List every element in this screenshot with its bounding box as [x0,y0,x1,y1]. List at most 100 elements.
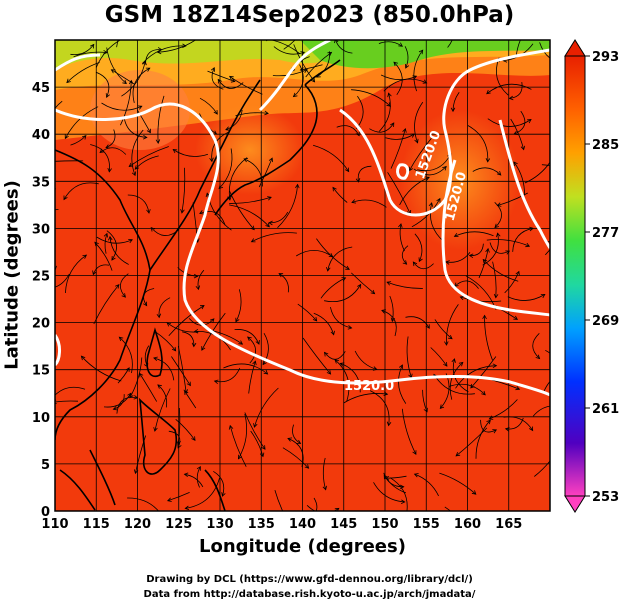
geopotential-contours [55,40,550,397]
y-tick-label: 0 [41,505,50,520]
streamline-arrowhead [540,293,546,299]
streamline [132,67,150,103]
streamline [155,331,177,352]
streamline [399,223,405,252]
streamline-arrowhead [228,424,234,430]
streamline-arrowhead [143,301,148,307]
streamline [235,289,242,322]
streamline [277,184,298,228]
x-axis-ticks: 110 115 120 125 130 135 140 145 150 155 160 165 [41,517,522,532]
streamline-arrowhead [535,354,541,360]
streamline [406,336,412,378]
streamline-arrowhead [496,232,501,238]
streamline [139,373,158,402]
streamline-arrowhead [323,351,329,357]
streamline-arrowhead [312,316,318,322]
warm-region-japan [195,105,305,195]
streamline-arrowhead [557,446,560,450]
streamline-arrowhead [263,370,269,375]
streamline [117,367,130,384]
x-tick-label: 110 [41,517,68,532]
streamline [489,242,510,254]
streamline [211,67,224,90]
streamline [168,305,205,337]
streamline-arrowhead [243,158,249,163]
streamline-arrowhead [182,43,187,49]
streamline [380,74,417,81]
streamline-arrowhead [386,421,392,427]
streamline-arrowhead [494,223,500,229]
streamline [157,384,168,408]
y-tick-label: 5 [41,458,50,473]
streamline [378,93,391,132]
streamline [238,413,248,459]
streamline-arrowhead [402,260,408,265]
streamline-arrowhead [199,210,204,215]
streamline-arrowhead [513,315,519,320]
streamline [413,166,447,176]
streamline-arrowhead [387,92,392,98]
streamline-arrowhead [439,404,445,410]
streamline-arrowhead [105,144,111,149]
y-tick-label: 10 [32,411,50,426]
streamline [282,447,309,469]
streamline [305,52,332,78]
streamline [116,40,119,48]
streamline [106,47,127,84]
streamline-arrowhead [32,289,36,293]
streamline [404,46,409,69]
streamline-arrowhead [156,313,162,319]
streamline-arrowhead [122,79,127,85]
streamline [214,367,241,383]
y-tick-label: 30 [32,222,50,237]
streamline [70,135,87,146]
streamline-arrowhead [122,26,125,30]
streamline [513,161,525,196]
streamline-arrowhead [128,239,133,244]
colorbar-scale [564,55,586,497]
streamline [472,167,502,176]
streamline-arrowhead [351,199,357,204]
streamline-arrowhead [237,454,243,460]
streamline-arrowhead [112,406,118,411]
streamline-arrowhead [265,222,270,228]
streamline-arrowhead [81,134,87,140]
streamline [295,250,333,258]
streamline-arrowhead [370,289,376,295]
streamline-arrowhead [330,330,335,336]
streamline-arrowhead [31,193,35,197]
streamline [534,460,550,477]
streamline-arrowhead [126,35,130,39]
streamline-arrowhead [309,14,313,18]
streamline [262,332,269,365]
streamline-arrowhead [210,67,215,72]
streamline-arrowhead [327,51,333,57]
streamline-arrowhead [156,49,162,55]
streamline-arrowhead [103,232,108,238]
streamline [322,457,327,490]
streamline [439,472,477,495]
streamline [401,408,417,455]
streamline-arrowhead [209,318,215,323]
y-axis-ticks: 0 5 10 15 20 25 30 35 40 45 [32,81,50,520]
streamline [532,405,550,417]
streamline [199,211,226,226]
streamline [73,51,107,58]
streamline [390,128,406,169]
streamline [55,100,63,110]
streamline [313,312,335,335]
streamline-arrowhead [221,492,226,497]
streamline [373,482,405,503]
streamline [545,240,550,243]
streamline-arrowhead [37,286,41,290]
streamline [225,109,243,131]
streamline-arrowhead [262,360,267,366]
streamline [274,489,284,511]
streamline [482,259,519,282]
streamline-arrowhead [183,472,189,478]
streamline-arrowhead [398,364,404,370]
streamline [145,49,162,65]
streamline [136,109,151,133]
streamline-arrowhead [157,47,163,52]
streamline [411,198,441,228]
